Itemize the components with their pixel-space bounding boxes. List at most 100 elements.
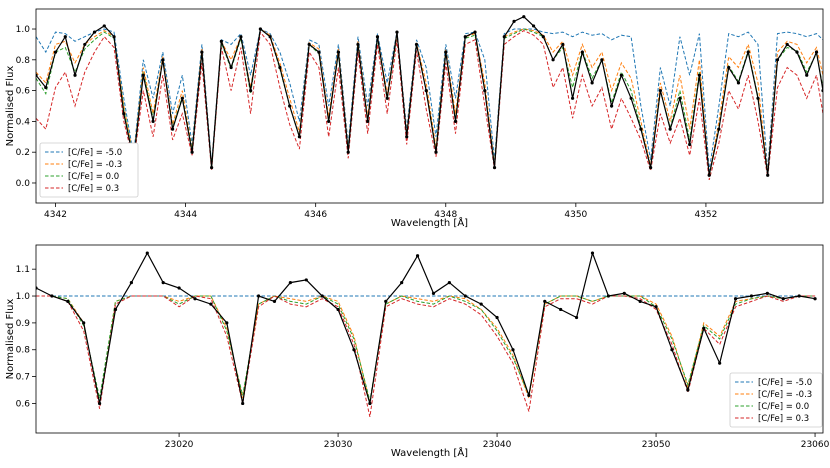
x-tick-label: 4342 (44, 210, 67, 220)
observed-point (434, 150, 438, 154)
observed-point (272, 299, 277, 303)
observed-point (781, 297, 785, 301)
observed-point (619, 73, 623, 77)
legend-label-1: [C/Fe] = -5.0 (758, 378, 812, 388)
observed-point (775, 58, 780, 62)
observed-point (473, 30, 477, 34)
observed-point (814, 50, 819, 54)
observed-point (797, 294, 801, 298)
x-tick-label: 4344 (174, 210, 197, 220)
observed-point (444, 50, 448, 54)
legend-label-2: [C/Fe] = -0.3 (68, 160, 122, 170)
observed-point (92, 30, 97, 34)
observed-point (219, 39, 223, 43)
x-tick-label: 4352 (694, 210, 717, 220)
observed-point (384, 299, 388, 303)
observed-point (686, 388, 690, 392)
observed-point (580, 50, 584, 54)
observed-point (177, 286, 181, 290)
observed-point (678, 96, 682, 100)
x-axis-label: Wavelength [Å] (391, 216, 468, 229)
observed-point (749, 294, 754, 298)
observed-point (102, 24, 106, 28)
y-axis-label: Normalised Flux (5, 66, 16, 147)
observed-point (258, 27, 262, 31)
observed-point (97, 401, 102, 406)
observed-point (317, 50, 321, 54)
plot-area (36, 15, 823, 181)
observed-point (718, 361, 722, 365)
observed-point (785, 42, 789, 47)
observed-point (145, 251, 149, 255)
legend-box (39, 142, 139, 198)
observed-point (346, 150, 350, 154)
observed-point (395, 30, 399, 34)
observed-point (766, 173, 770, 177)
axes-frame (35, 244, 824, 434)
observed-point (336, 307, 340, 312)
observed-point (375, 35, 380, 39)
observed-point (727, 65, 731, 70)
observed-point (649, 165, 653, 170)
y-tick-label: 0.8 (16, 346, 31, 356)
observed-line (36, 15, 823, 176)
legend-label-4: [C/Fe] = 0.3 (758, 414, 809, 424)
y-tick-label: 0.2 (16, 148, 30, 158)
observed-point (113, 307, 118, 312)
observed-point (405, 135, 409, 139)
observed-point (83, 42, 87, 47)
observed-point (668, 127, 672, 131)
observed-point (304, 278, 308, 282)
observed-point (511, 348, 515, 352)
observed-line (36, 251, 816, 404)
observed-point (756, 96, 760, 100)
y-tick-label: 1.0 (16, 25, 31, 35)
observed-point (366, 119, 370, 123)
observed-point (307, 42, 311, 47)
observed-point (629, 96, 633, 100)
observed-point (63, 35, 67, 39)
observed-point (447, 281, 451, 285)
y-tick-label: 1.1 (16, 265, 30, 275)
x-tick-label: 4348 (434, 210, 457, 220)
observed-point (492, 165, 497, 170)
observed-point (610, 104, 614, 108)
observed-point (805, 73, 809, 77)
observed-point (512, 19, 516, 23)
observed-point (229, 65, 233, 70)
observed-point (239, 35, 243, 39)
panel-2: 23020 23030 23040 23050 23060 0.6 0.7 0.8 0.9 1.0… (5, 244, 830, 459)
y-tick-label: 0.6 (16, 87, 31, 97)
observed-point (112, 35, 116, 39)
observed-point (151, 119, 155, 123)
series-line-1 (36, 28, 823, 171)
observed-point (241, 401, 245, 406)
x-tick-label: 4350 (564, 210, 587, 220)
observed-point (702, 326, 706, 330)
observed-point (415, 254, 420, 258)
observed-point (73, 73, 77, 77)
observed-point (209, 302, 213, 306)
observed-point (161, 281, 165, 285)
observed-point (736, 81, 741, 85)
observed-point (654, 305, 658, 309)
observed-point (193, 297, 197, 301)
y-tick-label: 0.6 (16, 399, 31, 409)
legend-label-4: [C/Fe] = 0.3 (68, 184, 119, 194)
observed-point (522, 15, 526, 19)
y-axis-label: Normalised Flux (5, 299, 16, 380)
observed-point (82, 321, 86, 325)
series-line-4 (36, 30, 823, 181)
observed-point (733, 297, 738, 301)
x-tick-label: 4346 (304, 210, 327, 220)
observed-point (424, 89, 428, 93)
observed-point (268, 35, 272, 39)
observed-point (531, 24, 536, 28)
y-tick-label: 0.0 (16, 179, 31, 189)
observed-point (200, 50, 204, 54)
observed-point (385, 96, 389, 100)
observed-point (697, 73, 702, 77)
y-tick-label: 0.7 (16, 373, 30, 383)
observed-point (431, 291, 436, 295)
